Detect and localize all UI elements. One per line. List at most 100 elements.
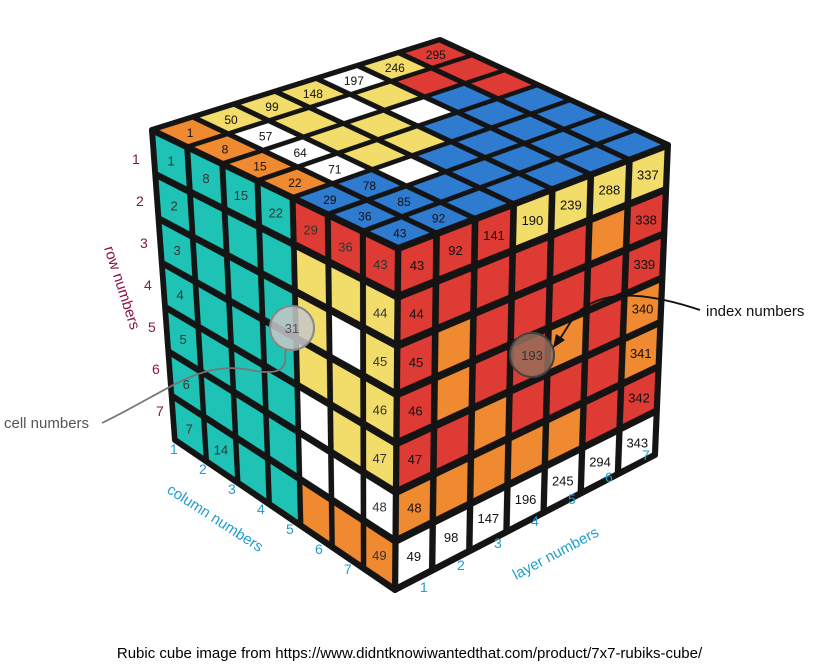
front-index-number: 341: [630, 346, 652, 361]
left-cell: [229, 259, 260, 315]
top-cell: [348, 112, 413, 138]
front-cell: [627, 238, 662, 290]
index-bubble: [509, 332, 555, 378]
top-index-number: 1: [187, 126, 194, 140]
left-cell-number: 2: [170, 198, 177, 213]
front-cell: [435, 508, 468, 566]
front-cell: [546, 452, 580, 508]
front-cell: [437, 318, 471, 373]
front-cell: [586, 344, 620, 398]
layer-tick: 4: [531, 513, 539, 529]
left-cell-number: 1: [167, 154, 174, 169]
left-cell: [332, 362, 361, 419]
left-cell: [171, 356, 202, 412]
callouts: 31 cell numbers 193 index numbers: [4, 294, 804, 432]
column-tick: 6: [315, 541, 323, 557]
front-cell: [398, 479, 431, 536]
layer-axis-title: layer numbers: [510, 524, 602, 584]
left-cell-number: 14: [214, 443, 228, 458]
front-cell: [400, 238, 434, 292]
left-cell: [158, 178, 190, 232]
left-cell-number: 5: [180, 332, 187, 347]
left-cell: [295, 202, 326, 257]
left-cell-number: 29: [303, 222, 317, 237]
front-index-number: 46: [408, 404, 422, 419]
front-index-number: 342: [628, 391, 650, 406]
row-axis-title: row numbers: [100, 244, 143, 332]
left-cell: [189, 151, 222, 205]
left-cell-number: 6: [183, 377, 190, 392]
front-index-number: 337: [637, 168, 659, 183]
left-cell: [164, 267, 196, 322]
front-cell: [477, 208, 511, 262]
front-cell: [472, 490, 505, 547]
left-cell: [300, 437, 330, 495]
left-cell: [332, 409, 361, 467]
left-cell: [298, 343, 328, 400]
left-cell-number: 22: [268, 205, 282, 220]
front-cell: [592, 164, 627, 216]
front-index-number: 239: [560, 198, 582, 213]
left-cell-number: 3: [174, 243, 181, 258]
front-cell: [547, 407, 581, 462]
front-cell: [399, 334, 433, 390]
front-index-number: 245: [552, 473, 574, 488]
front-index-number: 288: [599, 183, 621, 198]
top-cell: [496, 116, 559, 142]
front-index-number: 338: [635, 212, 657, 227]
left-cell: [331, 314, 361, 371]
row-tick: 3: [140, 235, 148, 251]
left-cell: [225, 168, 257, 222]
left-cell-number: 7: [186, 421, 193, 436]
front-cell: [585, 389, 619, 444]
front-cell: [435, 461, 469, 518]
left-cell-number: 49: [372, 548, 386, 563]
left-cell: [167, 311, 199, 367]
left-cell-number: 8: [202, 171, 209, 186]
row-tick: 5: [148, 319, 156, 335]
top-cell: [314, 96, 379, 122]
left-cell-number: 45: [373, 354, 387, 369]
top-cell-number: 8: [222, 143, 229, 157]
left-cell: [302, 483, 330, 542]
layer-tick: 6: [605, 469, 613, 485]
left-cell: [200, 331, 231, 387]
front-cell: [620, 415, 654, 470]
front-cell: [476, 255, 510, 309]
top-cell: [416, 143, 480, 170]
left-cell-number: 48: [372, 499, 386, 514]
top-cell: [198, 106, 264, 132]
left-cell: [154, 134, 188, 188]
top-cell: [302, 155, 367, 182]
layer-tick: 1: [420, 579, 428, 595]
top-cell: [308, 125, 373, 152]
column-tick: 5: [286, 521, 294, 537]
front-index-number: 43: [410, 258, 424, 273]
left-cell-number: 47: [372, 451, 386, 466]
top-index-number: 197: [344, 74, 364, 88]
top-cell-number: 15: [253, 159, 267, 173]
cell-callout-label: cell numbers: [4, 415, 89, 432]
left-cell-number: 36: [338, 240, 352, 255]
left-cell: [330, 266, 361, 323]
top-cell: [404, 42, 468, 67]
row-tick: 7: [156, 403, 164, 419]
front-index-number: 141: [483, 228, 505, 243]
front-cell: [399, 382, 432, 439]
front-index-number: 147: [477, 511, 499, 526]
left-cell: [268, 416, 298, 474]
top-cell: [396, 70, 460, 95]
front-index-number: 190: [522, 213, 544, 228]
image-caption: Rubic cube image from https://www.didntk…: [116, 645, 703, 662]
front-cell: [513, 286, 547, 340]
front-cell: [509, 471, 542, 528]
left-cell-number: 44: [373, 305, 387, 320]
top-cell: [429, 85, 493, 111]
front-cell: [552, 224, 587, 277]
front-cell: [630, 149, 665, 201]
top-cell: [535, 102, 598, 128]
front-index-number: 294: [589, 454, 611, 469]
left-cell: [238, 442, 267, 500]
index-callout-label: index numbers: [706, 303, 804, 320]
